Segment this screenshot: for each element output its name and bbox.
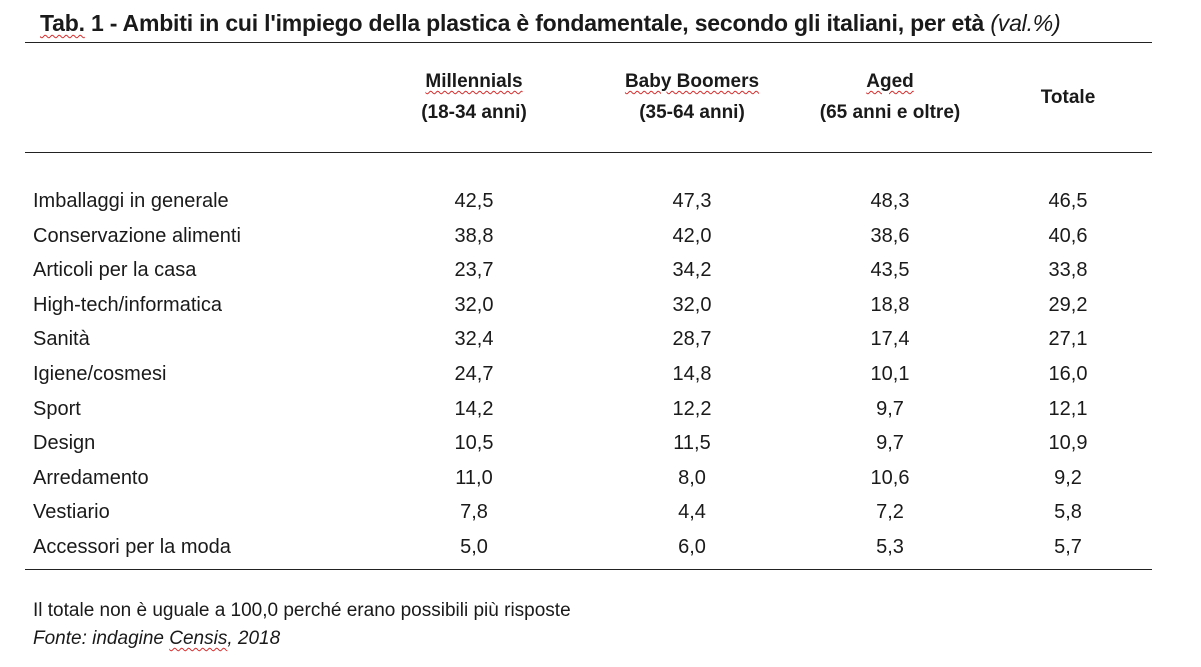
table-cell: 10,6 bbox=[870, 466, 910, 489]
row-label: Articoli per la casa bbox=[33, 259, 197, 282]
table-cell: 34,2 bbox=[672, 259, 712, 282]
table-cell: 5,3 bbox=[876, 536, 904, 558]
row-label: Imballaggi in generale bbox=[33, 190, 229, 212]
table-cell: 29,2 bbox=[1048, 293, 1088, 316]
table-row: Articoli per la casa 23,7 34,2 43,5 33,8 bbox=[0, 259, 1201, 293]
row-label: High-tech/informatica bbox=[33, 293, 222, 316]
table-cell: 9,7 bbox=[876, 397, 904, 420]
table-cell: 12,1 bbox=[1048, 397, 1088, 420]
table-cell: 16,0 bbox=[1048, 363, 1088, 385]
table-cell: 9,2 bbox=[1054, 466, 1082, 489]
bottom-rule bbox=[25, 569, 1152, 570]
source-suffix: , 2018 bbox=[227, 628, 281, 649]
table-cell: 43,5 bbox=[870, 259, 910, 282]
table-cell: 10,9 bbox=[1048, 432, 1088, 455]
table-row: Conservazione alimenti 38,8 42,0 38,6 40,6 bbox=[0, 225, 1201, 259]
table-row: Sport 14,2 12,2 9,7 12,1 bbox=[0, 398, 1201, 432]
table-cell: 38,8 bbox=[454, 224, 494, 247]
table-cell: 10,5 bbox=[454, 432, 494, 455]
row-label: Arredamento bbox=[33, 466, 149, 489]
table-cell: 24,7 bbox=[454, 363, 494, 385]
table-cell: 12,2 bbox=[672, 397, 712, 420]
table-cell: 14,8 bbox=[672, 363, 712, 385]
table-cell: 17,4 bbox=[870, 328, 910, 351]
column-header-subtitle: (35-64 anni) bbox=[639, 102, 745, 123]
title-prefix: Tab. bbox=[40, 10, 85, 36]
table-cell: 5,8 bbox=[1054, 501, 1082, 524]
column-header-totale: Totale bbox=[1041, 82, 1096, 113]
table-row: Design 10,5 11,5 9,7 10,9 bbox=[0, 432, 1201, 466]
table-row: Accessori per la moda 5,0 6,0 5,3 5,7 bbox=[0, 536, 1201, 570]
source-name: Censis bbox=[169, 628, 228, 649]
top-rule bbox=[25, 42, 1152, 43]
table-cell: 9,7 bbox=[876, 432, 904, 455]
row-label: Vestiario bbox=[33, 501, 110, 524]
title-text: 1 - Ambiti in cui l'impiego della plasti… bbox=[84, 10, 991, 36]
source-note: Fonte: indagine Censis, 2018 bbox=[33, 628, 280, 650]
table-cell: 32,4 bbox=[454, 328, 494, 351]
column-header-title: Totale bbox=[1040, 87, 1096, 108]
table-title: Tab. 1 - Ambiti in cui l'impiego della p… bbox=[40, 10, 1061, 37]
column-header-aged: Aged (65 anni e oltre) bbox=[820, 66, 960, 128]
column-header-title: Millennials bbox=[425, 71, 523, 92]
column-header-title: Baby Boomers bbox=[624, 71, 760, 92]
table-row: Imballaggi in generale 42,5 47,3 48,3 46,5 bbox=[0, 190, 1201, 224]
table-cell: 4,4 bbox=[678, 501, 706, 524]
table-cell: 42,5 bbox=[454, 190, 494, 212]
table-row: Vestiario 7,8 4,4 7,2 5,8 bbox=[0, 501, 1201, 535]
table-cell: 7,8 bbox=[460, 501, 488, 524]
table-cell: 18,8 bbox=[870, 293, 910, 316]
table-cell: 11,5 bbox=[673, 432, 711, 455]
column-header-subtitle: (18-34 anni) bbox=[421, 102, 527, 123]
table-cell: 48,3 bbox=[870, 190, 910, 212]
table-cell: 42,0 bbox=[672, 224, 712, 247]
table-row: Sanità 32,4 28,7 17,4 27,1 bbox=[0, 328, 1201, 362]
table-cell: 5,0 bbox=[460, 536, 488, 558]
table-cell: 6,0 bbox=[678, 536, 706, 558]
table-cell: 38,6 bbox=[870, 224, 910, 247]
source-prefix: Fonte: indagine bbox=[33, 628, 170, 649]
column-header-subtitle: (65 anni e oltre) bbox=[819, 102, 961, 123]
table-cell: 33,8 bbox=[1048, 259, 1088, 282]
row-label: Design bbox=[33, 432, 96, 455]
table-cell: 14,2 bbox=[454, 397, 494, 420]
header-rule bbox=[25, 152, 1152, 153]
footnote: Il totale non è uguale a 100,0 perché er… bbox=[33, 600, 571, 621]
row-label: Sport bbox=[33, 397, 81, 420]
row-label: Conservazione alimenti bbox=[33, 224, 241, 247]
table-cell: 46,5 bbox=[1048, 190, 1088, 212]
row-label: Igiene/cosmesi bbox=[33, 363, 167, 385]
table-cell: 28,7 bbox=[672, 328, 712, 351]
row-label: Sanità bbox=[33, 328, 90, 351]
table-cell: 5,7 bbox=[1054, 536, 1082, 558]
column-header-title: Aged bbox=[866, 71, 914, 92]
table-row: Igiene/cosmesi 24,7 14,8 10,1 16,0 bbox=[0, 363, 1201, 397]
row-label: Accessori per la moda bbox=[33, 536, 231, 558]
table-row: High-tech/informatica 32,0 32,0 18,8 29,2 bbox=[0, 294, 1201, 328]
table-row: Arredamento 11,0 8,0 10,6 9,2 bbox=[0, 467, 1201, 501]
table-cell: 32,0 bbox=[454, 293, 494, 316]
table-cell: 11,0 bbox=[455, 466, 493, 489]
table-cell: 27,1 bbox=[1048, 328, 1088, 351]
table-cell: 8,0 bbox=[678, 466, 706, 489]
column-header-millennials: Millennials (18-34 anni) bbox=[421, 66, 527, 128]
column-header-baby-boomers: Baby Boomers (35-64 anni) bbox=[625, 66, 759, 128]
table-cell: 10,1 bbox=[870, 363, 910, 385]
table-cell: 40,6 bbox=[1048, 224, 1088, 247]
title-unit: (val.%) bbox=[990, 10, 1061, 36]
table-cell: 32,0 bbox=[672, 293, 712, 316]
table-cell: 7,2 bbox=[876, 501, 904, 524]
table-cell: 47,3 bbox=[672, 190, 712, 212]
table-cell: 23,7 bbox=[454, 259, 494, 282]
